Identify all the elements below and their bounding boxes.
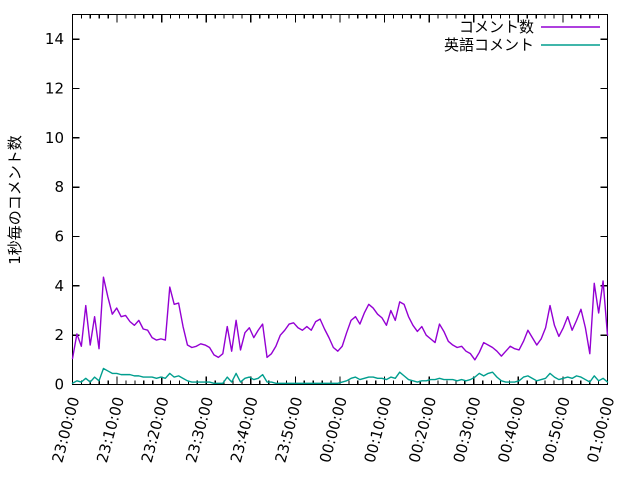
y-tick-label: 10 <box>45 129 64 147</box>
y-tick-label: 8 <box>54 178 64 196</box>
y-tick-label: 6 <box>54 228 64 246</box>
y-axis-tick-labels: 0 2 4 6 8 10 12 14 <box>45 30 64 393</box>
y-tick-label: 2 <box>54 326 64 344</box>
x-tick-label: 23:00:00 <box>49 395 84 465</box>
x-tick-label: 00:30:00 <box>450 395 485 465</box>
x-axis-tick-labels: 23:00:00 23:10:00 23:20:00 23:30:00 23:40:00… <box>49 395 619 465</box>
legend-label-2: 英語コメント <box>444 36 534 54</box>
x-tick-label: 23:50:00 <box>271 395 306 465</box>
plot-frame <box>71 13 609 386</box>
series-line-1 <box>71 276 609 361</box>
legend-label-1: コメント数 <box>459 18 534 36</box>
x-tick-label: 00:40:00 <box>494 395 529 465</box>
x-tick-label: 00:20:00 <box>405 395 440 465</box>
x-tick-label: 00:10:00 <box>361 395 396 465</box>
series-line-2 <box>71 367 609 384</box>
y-tick-label: 12 <box>45 80 64 98</box>
x-tick-label: 00:00:00 <box>316 395 351 465</box>
x-tick-label: 01:00:00 <box>584 395 619 465</box>
y-tick-label: 14 <box>45 30 64 48</box>
y-tick-label: 4 <box>54 277 64 295</box>
x-tick-label: 23:10:00 <box>93 395 128 465</box>
data-series-group <box>71 276 609 384</box>
axis-tick-marks <box>71 14 609 386</box>
x-tick-label: 23:40:00 <box>227 395 262 465</box>
x-tick-label: 00:50:00 <box>539 395 574 465</box>
y-tick-label: 0 <box>54 376 64 394</box>
x-tick-label: 23:30:00 <box>182 395 217 465</box>
y-axis-title: 1秒毎のコメント数 <box>6 135 24 265</box>
x-tick-label: 23:20:00 <box>138 395 173 465</box>
